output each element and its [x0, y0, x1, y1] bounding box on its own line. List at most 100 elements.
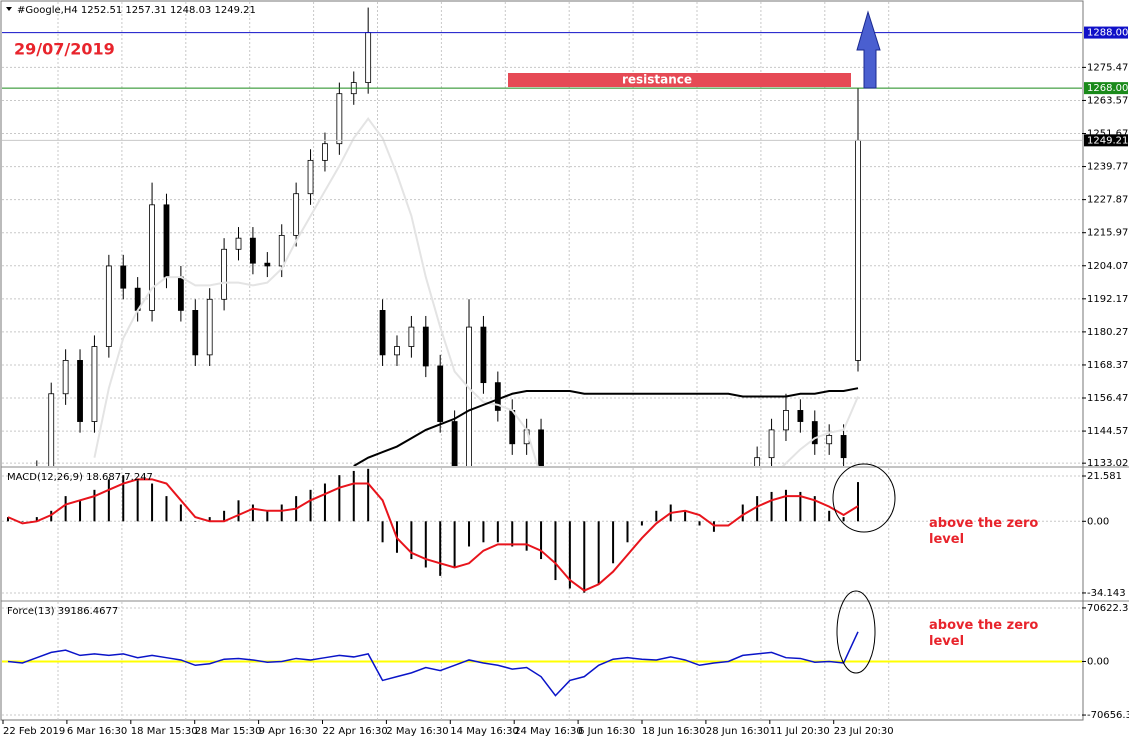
macd-bar — [237, 500, 240, 522]
macd-bar — [857, 482, 859, 522]
header: #Google,H4 1252.51 1257.31 1248.03 1249.… — [17, 5, 256, 16]
macd-bar — [309, 489, 312, 522]
macd-bar — [122, 475, 125, 522]
macd-bar — [525, 521, 528, 551]
candle-body — [48, 393, 55, 466]
macd-bar — [453, 521, 456, 568]
x-tick-label: 24 May 16:30 — [514, 726, 583, 737]
candle-body — [379, 310, 386, 356]
panel — [2, 7, 1082, 505]
indicator-title: Force(13) 39186.4677 — [7, 606, 118, 617]
candle-body — [322, 143, 328, 161]
macd-bar — [208, 517, 211, 522]
candle-body — [235, 237, 242, 250]
macd-bar — [323, 483, 326, 522]
price-tag — [1084, 134, 1128, 147]
candle-body — [62, 360, 69, 395]
candle-body — [394, 346, 400, 356]
y-tick-label: 0.00 — [1087, 516, 1109, 527]
candle-body — [6, 494, 11, 505]
x-tick-label: 18 Mar 15:30 — [131, 726, 198, 737]
macd-bar — [136, 479, 139, 522]
macd-bar — [367, 468, 370, 522]
layer — [2, 2, 1082, 720]
candle-body — [77, 360, 83, 422]
x-tick-label: 18 Jun 16:30 — [642, 726, 706, 737]
highlight-circle — [832, 463, 896, 533]
y-tick-label: -70656.39 — [1087, 710, 1129, 721]
y-tick-label: 1239.77 — [1087, 162, 1128, 173]
highlight-circle — [836, 590, 876, 674]
x-tick-label: 22 Apr 16:30 — [323, 726, 388, 737]
macd-bar — [741, 504, 744, 522]
y-tick-label: 1156.47 — [1087, 393, 1128, 404]
x-tick-label: 11 Jul 20:30 — [770, 726, 830, 737]
macd-bar — [756, 496, 759, 522]
candle-body — [336, 93, 343, 145]
panel — [2, 607, 1082, 716]
annotation: above the zero level — [929, 618, 1039, 649]
macd-bar — [799, 491, 802, 522]
resistance-box — [508, 73, 851, 87]
candle-body — [105, 265, 112, 347]
macd-bar — [727, 521, 730, 522]
macd-bar — [568, 521, 571, 589]
macd-bar — [7, 517, 9, 522]
macd-bar — [640, 521, 643, 526]
macd-bar — [251, 504, 254, 522]
y-tick-label: 1168.37 — [1087, 360, 1128, 371]
macd-bar — [684, 510, 687, 522]
macd-bar — [21, 521, 24, 522]
macd-bar — [424, 521, 427, 568]
y-tick-label: 70622.313 — [1087, 603, 1129, 614]
candle-body — [192, 310, 199, 356]
candle-body — [221, 248, 228, 300]
candle-body — [20, 485, 25, 493]
x-tick-label: 14 May 16:30 — [450, 726, 519, 737]
macd-bar — [439, 521, 442, 576]
candle-body — [494, 382, 501, 411]
candle-body — [278, 234, 285, 267]
up-arrow — [856, 10, 881, 89]
macd-bar — [179, 504, 182, 522]
macd-bar — [79, 500, 82, 522]
date-label: 29/07/2019 — [14, 40, 115, 59]
macd-bar — [828, 510, 831, 522]
y-tick-label: 1144.57 — [1087, 426, 1128, 437]
moving-average — [93, 117, 859, 466]
macd-bar — [352, 470, 355, 522]
y-tick-label: 1192.17 — [1087, 294, 1128, 305]
candle-body — [840, 435, 847, 459]
x-tick-label: 28 Jun 16:30 — [706, 726, 770, 737]
candle-body — [422, 326, 429, 367]
candle-body — [466, 326, 472, 466]
macd-bar — [842, 517, 845, 522]
candle-body — [826, 435, 833, 445]
candle-body — [163, 204, 170, 278]
macd-bar — [165, 496, 168, 522]
annotation: above the zero level — [929, 516, 1039, 547]
macd-bar — [107, 479, 110, 522]
price-tag-label: 1288.00 — [1087, 28, 1128, 39]
macd-bar — [540, 521, 543, 560]
y-tick-label: 1215.97 — [1087, 228, 1128, 239]
macd-bar — [64, 496, 67, 522]
candle-body — [451, 421, 458, 466]
macd-bar — [612, 521, 615, 564]
candle-body — [811, 421, 818, 445]
y-tick-label: 21.581 — [1087, 471, 1122, 482]
candle-body — [768, 429, 775, 459]
candle-body — [177, 276, 184, 311]
candle-body — [797, 410, 804, 422]
candle-body — [509, 410, 516, 445]
resistance-label: resistance — [622, 73, 692, 87]
macd-bar — [583, 521, 586, 593]
candle-body — [250, 237, 256, 264]
plot-frame — [0, 0, 1084, 721]
menu-icon[interactable] — [6, 7, 12, 11]
moving-average — [353, 387, 859, 466]
macd-bar — [712, 521, 715, 532]
candle-body — [149, 204, 155, 311]
price-tag-label: 1268.00 — [1087, 83, 1128, 94]
